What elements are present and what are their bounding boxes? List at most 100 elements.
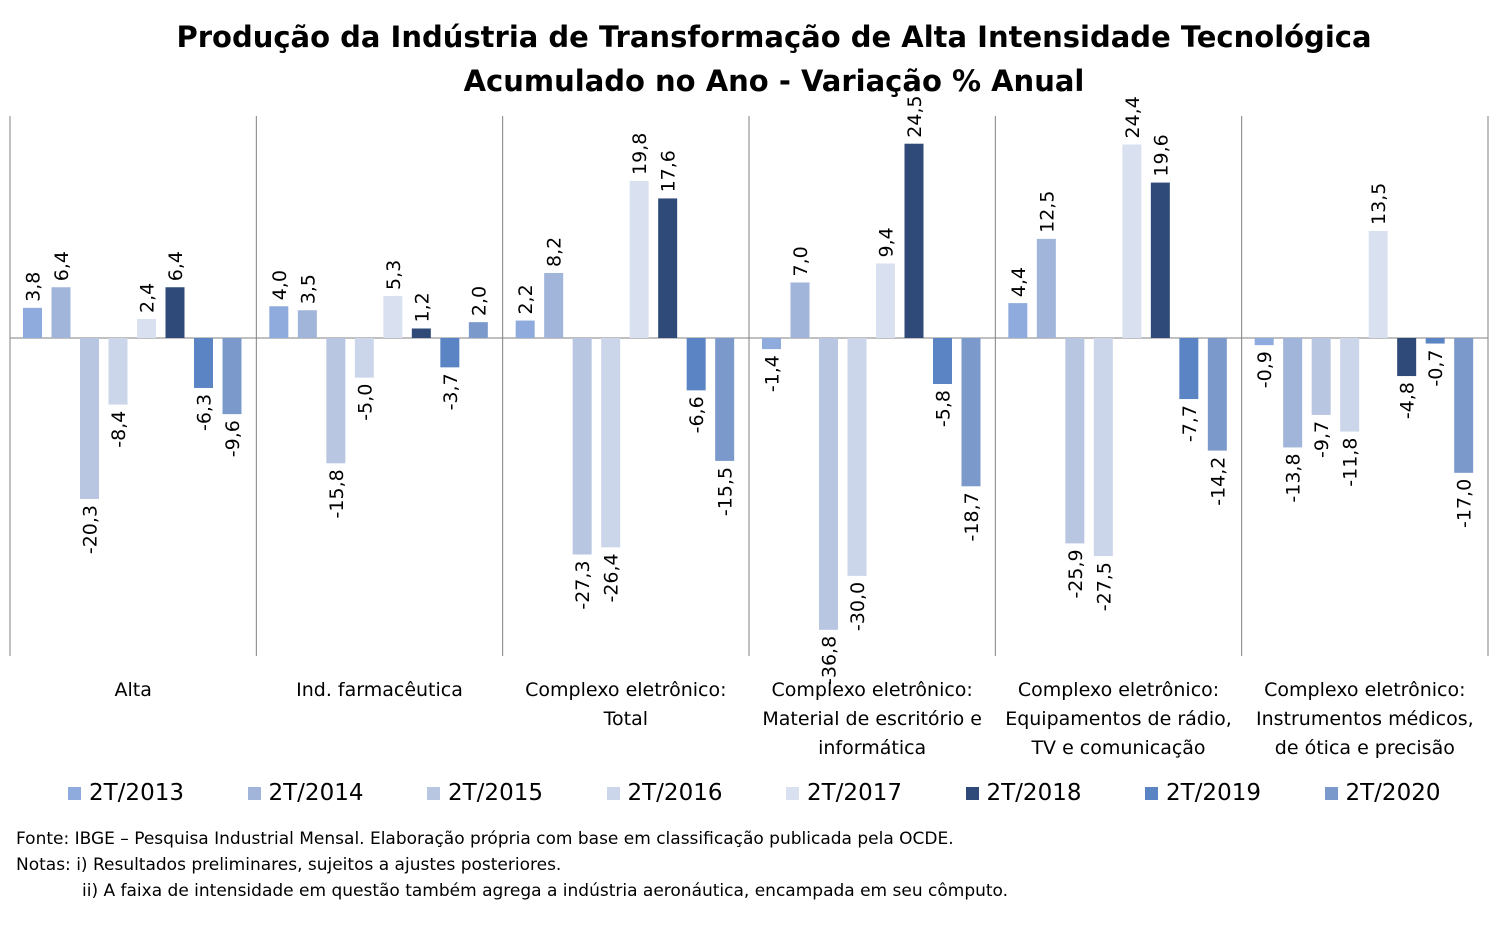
- data-label: 2,4: [137, 283, 159, 313]
- bar: [904, 143, 924, 338]
- data-label: -0,9: [1254, 351, 1276, 388]
- data-label: 5,3: [383, 260, 405, 290]
- bar: [1340, 338, 1360, 432]
- data-label: 24,4: [1122, 96, 1144, 138]
- legend-label: 2T/2020: [1345, 780, 1441, 806]
- data-label: -1,4: [762, 355, 784, 392]
- bar: [80, 338, 99, 499]
- data-label: 12,5: [1036, 191, 1058, 233]
- bar: [819, 338, 838, 630]
- bar: [876, 263, 895, 338]
- bar: [686, 338, 706, 391]
- legend-item: 2T/2017: [786, 780, 902, 806]
- legend-swatch: [1324, 786, 1338, 800]
- data-label: 7,0: [790, 246, 812, 276]
- bar: [51, 287, 71, 338]
- bar: [762, 338, 781, 350]
- data-label: -20,3: [80, 505, 102, 554]
- bar: [411, 328, 431, 338]
- data-label: 6,4: [165, 251, 187, 281]
- legend-item: 2T/2019: [1145, 780, 1261, 806]
- bar: [1283, 338, 1303, 448]
- data-label: 17,6: [658, 150, 680, 192]
- bar: [1454, 338, 1474, 473]
- bar: [165, 287, 185, 338]
- category-label: Equipamentos de rádio,: [1005, 708, 1232, 730]
- category-label: Ind. farmacêutica: [296, 679, 463, 701]
- data-label: 3,5: [297, 274, 319, 304]
- bar: [108, 338, 128, 405]
- bar: [1397, 338, 1417, 377]
- legend-swatch: [1145, 786, 1158, 800]
- data-label: 8,2: [544, 237, 566, 267]
- bar: [515, 320, 535, 338]
- bar: [1065, 338, 1085, 544]
- note-1: Notas: i) Resultados preliminares, sujei…: [16, 855, 562, 875]
- bar: [383, 295, 403, 338]
- bar: [1311, 338, 1331, 415]
- bar: [544, 272, 564, 338]
- bar: [933, 338, 952, 384]
- legend-label: 2T/2019: [1166, 780, 1261, 806]
- legend-swatch: [965, 786, 979, 800]
- legend-label: 2T/2014: [268, 780, 364, 806]
- legend-item: 2T/2014: [247, 780, 364, 806]
- data-label: 2,0: [468, 286, 490, 316]
- category-label: Material de escritório e: [762, 708, 982, 730]
- category-label: Complexo eletrônico:: [771, 679, 972, 701]
- category-label: Total: [603, 708, 648, 730]
- data-label: -0,7: [1425, 350, 1447, 387]
- data-label: 2,2: [515, 284, 537, 314]
- legend-label: 2T/2016: [627, 780, 723, 806]
- bar: [137, 318, 156, 338]
- bar: [1122, 144, 1142, 338]
- data-label: -11,8: [1340, 438, 1362, 487]
- bar: [440, 338, 460, 368]
- bar: [790, 282, 810, 338]
- legend-item: 2T/2020: [1324, 780, 1441, 806]
- data-label: 9,4: [876, 227, 898, 257]
- legend-swatch: [247, 786, 261, 800]
- data-label: -9,6: [222, 420, 244, 457]
- legend-swatch: [427, 786, 440, 800]
- legend-item: 2T/2016: [606, 780, 723, 806]
- bar: [1425, 338, 1445, 344]
- data-label: -17,0: [1454, 479, 1476, 528]
- bar: [297, 310, 317, 338]
- legend-item: 2T/2015: [427, 780, 543, 806]
- data-label: 19,8: [629, 133, 651, 175]
- category-label: Complexo eletrônico:: [1264, 679, 1465, 701]
- bar: [269, 306, 289, 338]
- legend-swatch: [68, 786, 81, 800]
- bar: [847, 338, 867, 576]
- legend-item: 2T/2018: [965, 780, 1082, 806]
- data-label: -4,8: [1397, 382, 1419, 419]
- data-label: -25,9: [1065, 549, 1087, 598]
- data-label: -18,7: [961, 492, 983, 541]
- data-label: 13,5: [1368, 183, 1390, 225]
- data-label: -13,8: [1283, 453, 1305, 502]
- data-label: 19,6: [1150, 134, 1172, 176]
- bar: [354, 338, 374, 378]
- chart-title: Produção da Indústria de Transformação d…: [176, 20, 1372, 54]
- data-label: -5,8: [933, 390, 955, 427]
- bar: [222, 338, 242, 415]
- bar: [572, 338, 592, 555]
- data-label: -6,6: [686, 396, 708, 433]
- bar: [1093, 338, 1113, 557]
- legend-label: 2T/2013: [89, 780, 184, 806]
- data-label: 6,4: [51, 251, 73, 281]
- bar: [23, 307, 42, 338]
- category-label: Instrumentos médicos,: [1256, 708, 1474, 730]
- legend-label: 2T/2018: [986, 780, 1082, 806]
- data-label: -27,5: [1093, 562, 1115, 611]
- bar: [1368, 230, 1388, 338]
- legend-item: 2T/2013: [68, 780, 184, 806]
- bar: [1036, 238, 1056, 338]
- bar: [1179, 338, 1199, 400]
- data-label: 3,8: [23, 272, 45, 302]
- data-label: -3,7: [440, 373, 462, 410]
- bar: [658, 198, 678, 338]
- bar: [326, 338, 346, 464]
- bar: [1150, 182, 1170, 338]
